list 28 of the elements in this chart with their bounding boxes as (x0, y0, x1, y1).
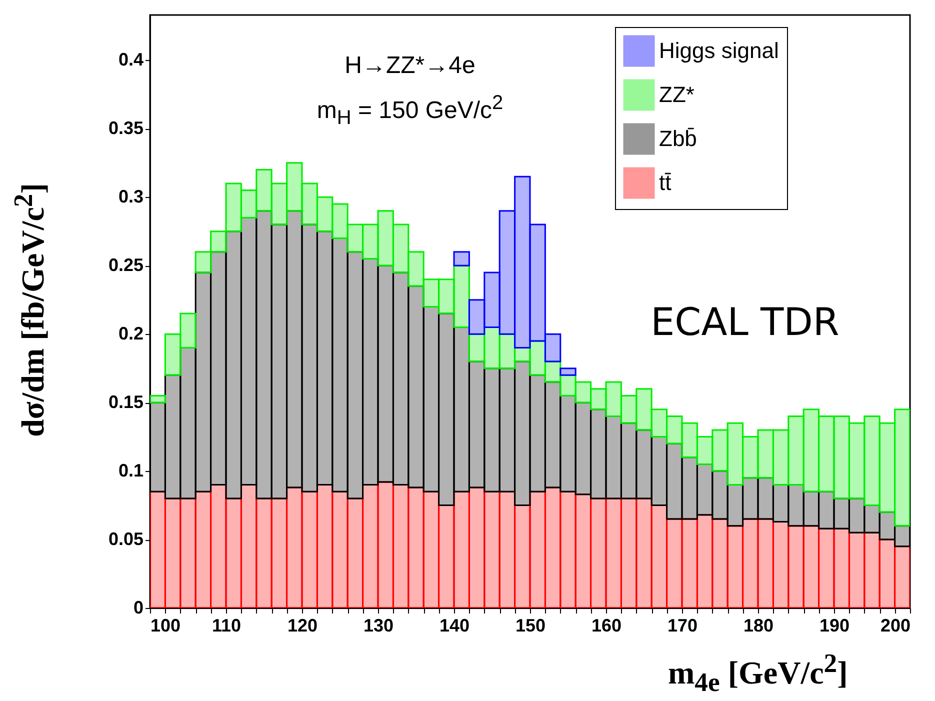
annotation: ECAL TDR (650, 300, 840, 344)
x-tick-label: 170 (667, 616, 698, 636)
y-tick-label: 0.05 (108, 529, 144, 550)
x-tick-label: 180 (743, 616, 774, 636)
x-tick-label: 150 (515, 616, 546, 636)
legend-label: tt̄ (659, 170, 672, 195)
y-tick-label: 0.3 (118, 186, 144, 207)
x-tick-label: 140 (439, 616, 470, 636)
y-tick-label: 0.15 (108, 392, 144, 412)
legend-label: Higgs signal (659, 38, 779, 63)
x-tick-label: 110 (212, 616, 242, 636)
y-tick-label: 0.4 (118, 50, 144, 70)
annotation: m$_{H}$ = 150 GeV/c$^{2}$ (316, 92, 504, 130)
x-tick-label: 100 (150, 616, 181, 636)
y-tick-label: 0.2 (118, 324, 144, 344)
x-tick-label: 160 (591, 616, 622, 636)
y-tick-label: 0 (133, 598, 144, 618)
x-tick-label: 200 (880, 616, 910, 636)
x-tick-label: 130 (363, 616, 394, 636)
annotation: H→ZZ*→4e (344, 52, 476, 80)
legend-label: Zbb̄ (659, 126, 697, 151)
x-tick-label: 120 (287, 616, 318, 636)
x-tick-label: 190 (819, 616, 850, 636)
y-tick-label: 0.25 (108, 255, 144, 276)
y-tick-label: 0.1 (118, 460, 144, 481)
y-tick-label: 0.35 (108, 118, 144, 138)
legend-label: ZZ* (659, 82, 695, 107)
x-axis-title: m$_{4e}$ [GeV/c$^{2}$] (668, 648, 848, 698)
